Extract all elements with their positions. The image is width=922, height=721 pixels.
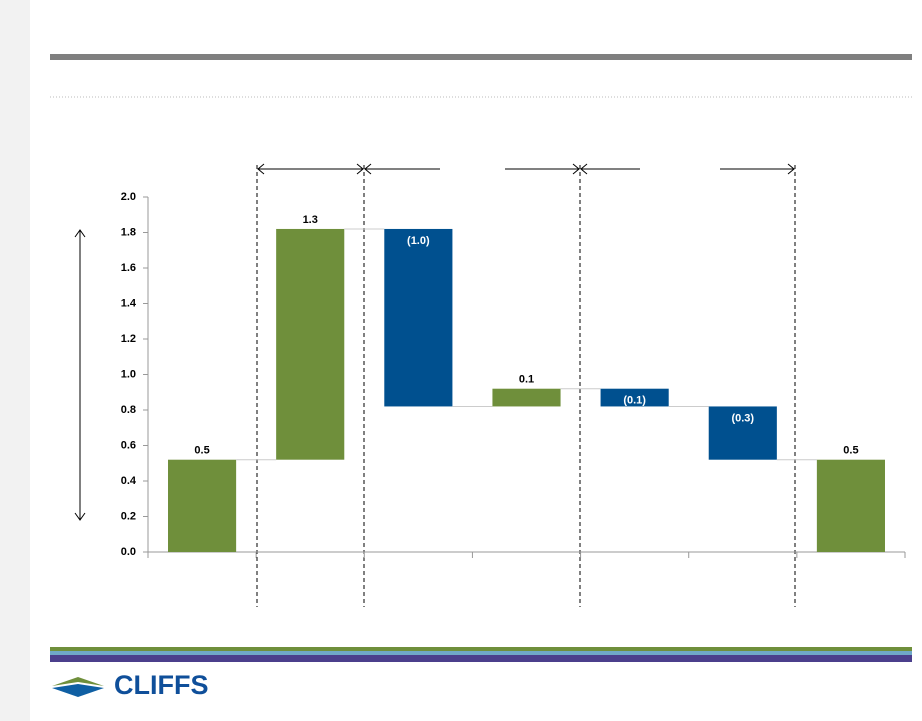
value-label: 0.5 [843,445,858,457]
value-label: 0.5 [194,445,209,457]
y-tick-label: 0.0 [121,546,136,558]
range-arrow [74,229,86,521]
annotations [74,163,796,607]
bar [276,228,345,460]
range-arrow [364,163,580,175]
y-tick-label: 0.4 [121,475,137,487]
y-tick-label: 1.2 [121,333,136,345]
logo-mark [52,677,104,686]
bar [168,459,237,552]
value-label: (1.0) [407,235,430,247]
bar [384,228,453,407]
bar [492,388,561,407]
y-tick-label: 1.6 [121,262,136,274]
y-tick-label: 1.8 [121,226,136,238]
bar [708,406,777,460]
side-strip [0,0,30,721]
value-label: (0.3) [731,412,754,424]
value-label: 1.3 [303,214,318,226]
bar [816,459,885,552]
header-bar [50,54,912,60]
logo: CLIFFS [52,670,209,700]
range-arrow [580,163,795,175]
bar [600,388,669,407]
value-label: 0.1 [519,374,534,386]
y-tick-label: 0.6 [121,439,136,451]
y-tick-label: 0.2 [121,510,136,522]
footer-stripe [50,651,912,655]
y-tick-label: 1.0 [121,368,136,380]
y-tick-label: 1.4 [121,297,137,309]
footer-stripe [50,647,912,651]
y-tick-label: 2.0 [121,191,136,203]
logo-text: CLIFFS [114,670,209,700]
value-label: (0.1) [623,395,646,407]
footer-stripe [50,655,912,662]
logo-mark [52,684,104,697]
y-tick-label: 0.8 [121,404,136,416]
range-arrow [257,163,364,175]
